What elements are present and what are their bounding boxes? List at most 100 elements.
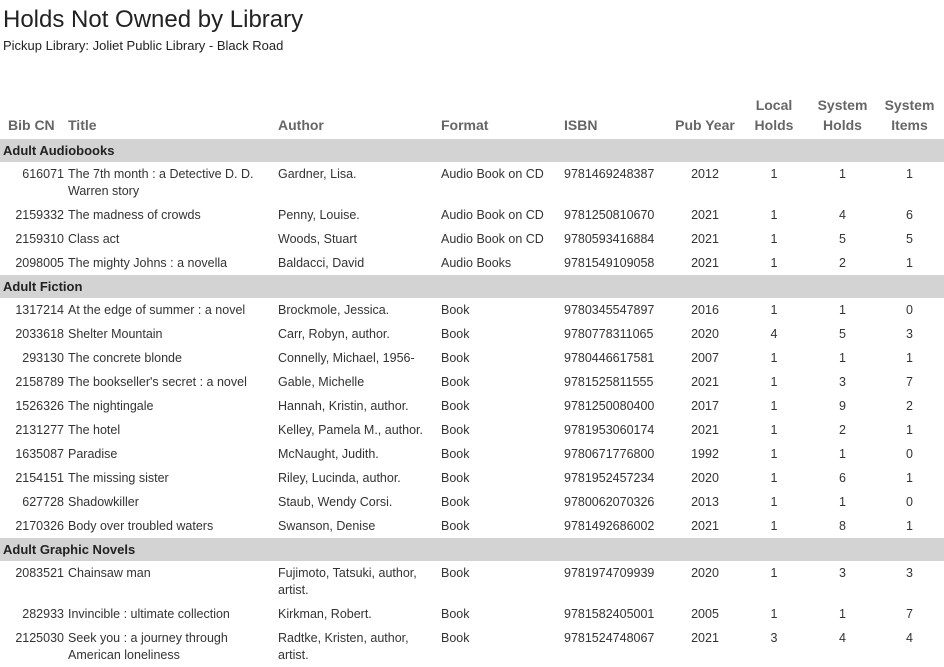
cell-author: Brockmole, Jessica. [278,303,390,317]
cell-system-holds: 2 [839,256,846,270]
cell-local-holds: 1 [770,351,778,365]
cell-pub-year: 2017 [691,399,719,413]
cell-bib-cn: 2098005 [15,256,64,270]
column-header-pub-year[interactable]: Pub Year [675,117,735,133]
group-name: Adult Graphic Novels [0,538,944,561]
cell-pub-year: 2007 [691,351,719,365]
cell-pub-year: 2021 [691,232,719,246]
table-row[interactable]: 293130 The concrete blonde Connelly, Micha… [0,346,944,370]
table-row[interactable]: 616071 The 7th month : a Detective D. D. … [0,162,944,203]
cell-local-holds: 1 [770,208,778,222]
cell-author: Baldacci, David [278,256,365,270]
column-header-system-items[interactable]: System Items [875,95,944,139]
cell-isbn: 9781974709939 [564,566,655,580]
table-row[interactable]: 2170326 Body over troubled waters Swanson,… [0,514,944,538]
system-items-line2: Items [891,117,928,133]
cell-pub-year: 2021 [691,375,719,389]
cell-format: Book [441,471,470,485]
cell-bib-cn: 2033618 [15,327,64,341]
cell-title: At the edge of summer : a novel [68,303,246,317]
table-row[interactable]: 2033618 Shelter Mountain Carr, Robyn, auth… [0,322,944,346]
cell-system-holds: 3 [839,375,846,389]
cell-system-items: 1 [906,351,913,365]
cell-system-holds: 4 [839,208,846,222]
cell-pub-year: 2021 [691,256,719,270]
group-row: Adult Fiction [0,275,944,298]
cell-system-holds: 1 [839,607,846,621]
column-header-author[interactable]: Author [278,117,324,133]
cell-system-items: 6 [906,208,913,222]
cell-title: The hotel [68,423,121,437]
pickup-library-subtitle: Pickup Library: Joliet Public Library - … [3,38,284,53]
table-row[interactable]: 2083521 Chainsaw man Fujimoto, Tatsuki, au… [0,561,944,602]
table-body: Adult Audiobooks 616071 The 7th month : a … [0,139,944,667]
table-row[interactable]: 2159332 The madness of crowds Penny, Louis… [0,203,944,227]
cell-isbn: 9781524748067 [564,631,655,645]
cell-system-items: 1 [906,256,913,270]
table-row[interactable]: 282933 Invincible : ultimate collection Ki… [0,602,944,626]
cell-format: Book [441,351,470,365]
cell-system-items: 7 [906,607,913,621]
cell-bib-cn: 1526326 [15,399,64,413]
cell-title: The mighty Johns : a novella [68,256,228,270]
cell-isbn: 9781952457234 [564,471,655,485]
table-row[interactable]: 2131277 The hotel Kelley, Pamela M., autho… [0,418,944,442]
cell-local-holds: 1 [770,303,778,317]
cell-format: Audio Book on CD [441,232,544,246]
cell-author: Staub, Wendy Corsi. [278,495,393,509]
cell-author: McNaught, Judith. [278,447,379,461]
cell-isbn: 9780062070326 [564,495,655,509]
table-row[interactable]: 1526326 The nightingale Hannah, Kristin, a… [0,394,944,418]
cell-system-items: 0 [906,303,913,317]
cell-bib-cn: 627728 [22,495,64,509]
table-row[interactable]: 2098005 The mighty Johns : a novella Balda… [0,251,944,275]
table-row[interactable]: 627728 Shadowkiller Staub, Wendy Corsi. Boo… [0,490,944,514]
cell-format: Audio Book on CD [441,167,544,181]
table-row[interactable]: 2158789 The bookseller's secret : a novel… [0,370,944,394]
system-holds-line2: Holds [823,117,862,133]
table-row[interactable]: 2154151 The missing sister Riley, Lucinda,… [0,466,944,490]
cell-pub-year: 2012 [691,167,719,181]
cell-isbn: 9781953060174 [564,423,655,437]
cell-pub-year: 2005 [691,607,719,621]
cell-local-holds: 1 [770,423,778,437]
table-row[interactable]: 2159310 Class act Woods, Stuart Audio Book … [0,227,944,251]
cell-isbn: 9780778311065 [564,327,654,341]
cell-system-holds: 3 [839,566,846,580]
cell-author: Kirkman, Robert. [278,607,372,621]
cell-format: Book [441,327,470,341]
cell-isbn: 9780345547897 [564,303,655,317]
column-header-bib-cn[interactable]: Bib CN [8,117,55,133]
table-row[interactable]: 2125030 Seek you : a journey through Amer… [0,626,944,667]
cell-local-holds: 1 [770,256,778,270]
group-row: Adult Audiobooks [0,139,944,162]
cell-system-items: 0 [906,447,913,461]
cell-pub-year: 2020 [691,566,719,580]
cell-pub-year: 2021 [691,208,719,222]
column-header-title[interactable]: Title [68,117,97,133]
cell-system-holds: 5 [839,232,846,246]
cell-local-holds: 4 [770,327,778,341]
cell-bib-cn: 2125030 [15,631,64,645]
cell-title: The concrete blonde [68,351,182,365]
column-header-system-holds[interactable]: System Holds [810,95,875,139]
cell-format: Book [441,399,470,413]
group-name: Adult Fiction [0,275,944,298]
cell-system-holds: 1 [839,351,846,365]
cell-pub-year: 2013 [691,495,719,509]
cell-author: Carr, Robyn, author. [278,327,390,341]
cell-bib-cn: 282933 [22,607,64,621]
table-row[interactable]: 1635087 Paradise McNaught, Judith. Book 9780… [0,442,944,466]
column-header-local-holds[interactable]: Local Holds [738,95,810,139]
cell-title: Class act [68,232,120,246]
cell-system-holds: 6 [839,471,846,485]
cell-system-holds: 1 [839,495,846,509]
column-header-format[interactable]: Format [441,117,489,133]
column-header-isbn[interactable]: ISBN [564,117,598,133]
table-row[interactable]: 1317214 At the edge of summer : a novel Br… [0,298,944,322]
cell-pub-year: 2021 [691,519,719,533]
cell-title: Seek you : a journey through American lo… [68,631,228,662]
cell-title: Chainsaw man [68,566,151,580]
cell-title: The nightingale [68,399,154,413]
cell-local-holds: 3 [770,631,778,645]
